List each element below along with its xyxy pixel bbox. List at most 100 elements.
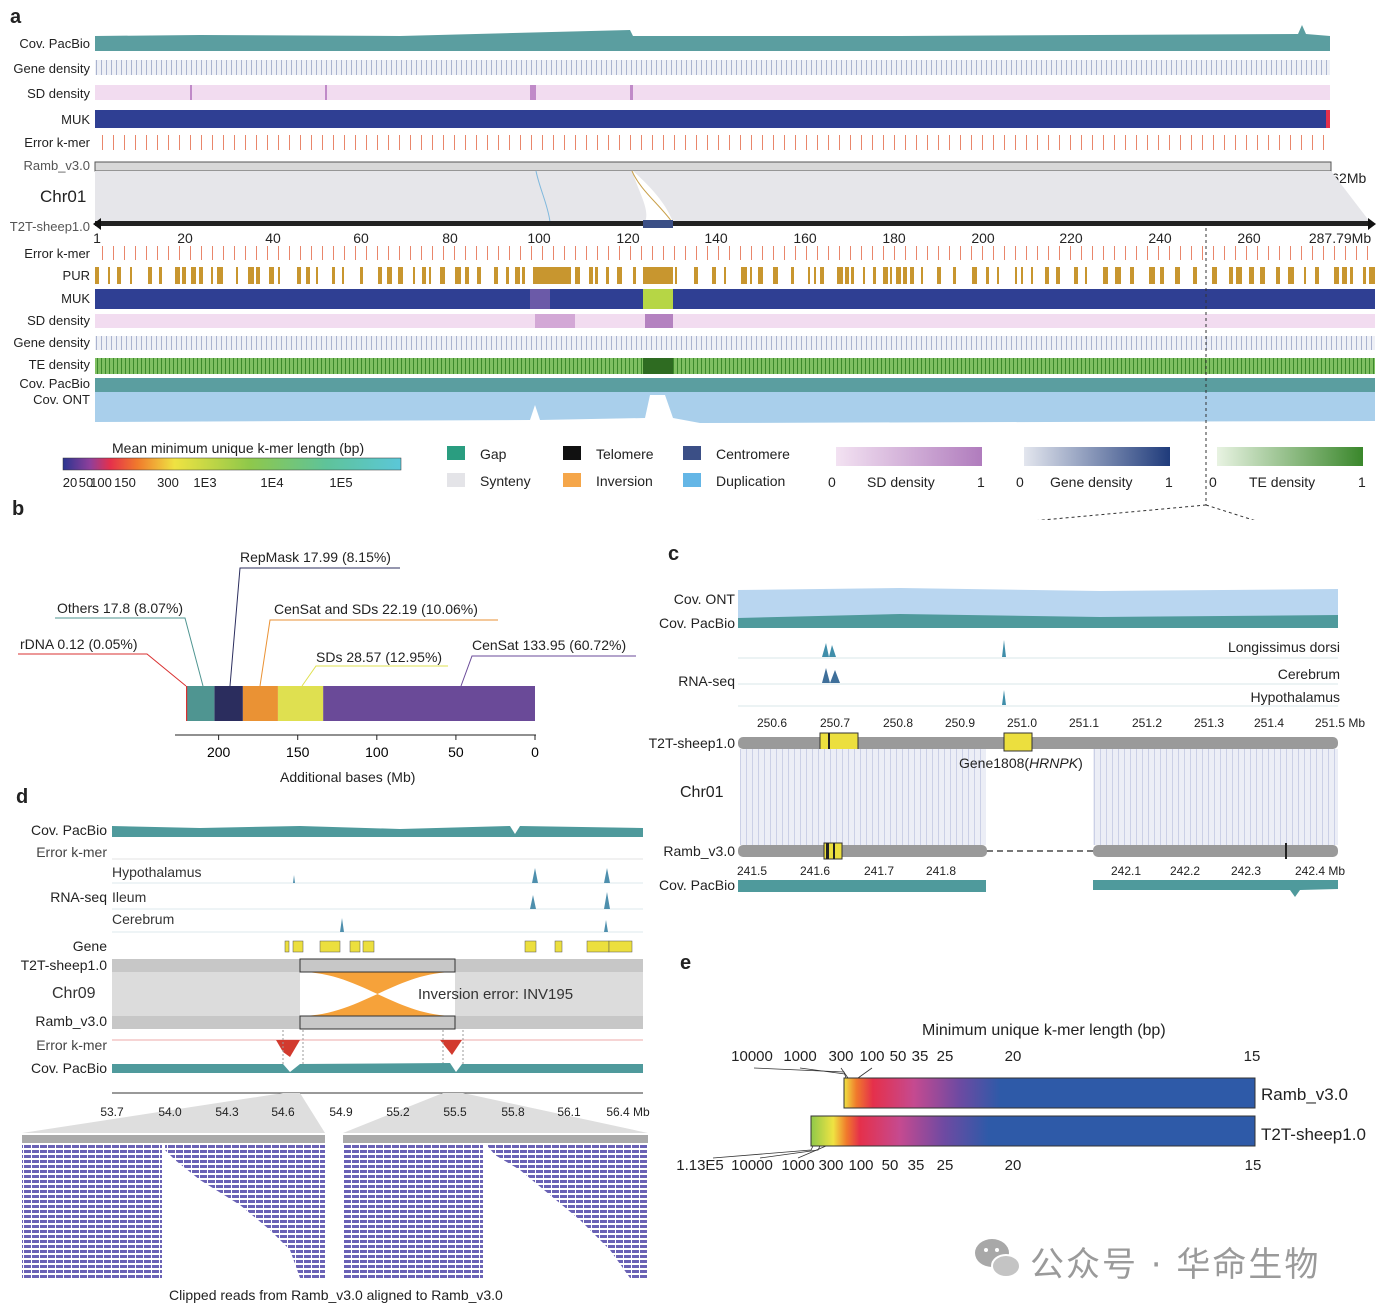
legend-synteny-label: Synteny	[480, 473, 531, 489]
te-legend-min: 0	[1209, 474, 1217, 490]
d-tick-1: 54.0	[158, 1105, 182, 1119]
pur-block	[360, 267, 363, 284]
pur-block	[883, 267, 888, 284]
c-top-tick-4: 251.0	[1006, 716, 1038, 730]
gene-legend-label: Gene density	[1050, 474, 1133, 490]
panel-d-ramb-label: Ramb_v3.0	[35, 1013, 107, 1029]
sd-legend-min: 0	[828, 474, 836, 490]
pur-block	[429, 267, 431, 284]
e-bottom-tick-1: 10000	[731, 1157, 773, 1174]
c-top-tick-6: 251.2	[1131, 716, 1163, 730]
pur-block	[1130, 267, 1134, 284]
panel-b-letter: b	[12, 498, 25, 520]
pur-block	[332, 267, 335, 284]
pur-block	[455, 267, 461, 284]
c-bottom-tick-5: 242.2	[1169, 864, 1201, 878]
colorbar-tick-5: 1E3	[193, 475, 217, 490]
legend-synteny-swatch	[447, 473, 465, 487]
pur-block	[724, 267, 726, 284]
panel-d-cov-pacbio-2: Cov. PacBio	[31, 1060, 107, 1076]
panel-c-cov-ont: Cov. ONT	[673, 591, 735, 607]
pur-block	[750, 267, 752, 284]
colorbar-tick-7: 1E5	[329, 475, 353, 490]
pur-block	[1315, 267, 1319, 284]
sd-legend-label: SD density	[867, 474, 935, 490]
b-tick-label-3: 50	[448, 744, 464, 760]
c-top-tick-5: 251.1	[1068, 716, 1100, 730]
c-top-tick-0: 250.6	[756, 716, 788, 730]
pur-block	[515, 267, 520, 284]
axis-tick-5: 100	[527, 230, 551, 246]
e-bottom-tick-4: 100	[848, 1157, 874, 1174]
track-label-te-density: TE density	[28, 357, 90, 372]
c-bottom-tick-3: 241.8	[925, 864, 957, 878]
axis-tick-9: 180	[882, 230, 906, 246]
e-bottom-tick-7: 25	[936, 1157, 954, 1174]
panel-d-t2t-label: T2T-sheep1.0	[20, 957, 107, 973]
axis-tick-6: 120	[616, 230, 640, 246]
te-legend-max: 1	[1358, 474, 1366, 490]
pur-block	[236, 267, 238, 284]
gene-legend-max: 1	[1165, 474, 1173, 490]
pur-block	[1369, 267, 1375, 284]
track-label-sd-density: SD density	[27, 86, 90, 101]
pur-block	[494, 267, 498, 284]
pur-block	[633, 267, 636, 284]
pur-block	[1363, 267, 1366, 284]
pur-block-centromere	[643, 267, 673, 284]
chrom-label: Chr01	[40, 187, 87, 206]
pur-block	[953, 267, 956, 284]
pur-block	[1074, 267, 1078, 284]
e-bottom-tick-3: 300	[818, 1157, 844, 1174]
pur-block	[675, 267, 677, 284]
pur-block	[741, 267, 747, 284]
c-bottom-tick-1: 241.6	[799, 864, 831, 878]
panel-d-letter: d	[16, 786, 29, 808]
pur-block	[1334, 267, 1339, 284]
pur-block	[440, 267, 445, 284]
legend-telomere-swatch	[563, 446, 581, 460]
pur-block	[589, 267, 593, 284]
sd-legend-max: 1	[977, 474, 985, 490]
pur-block	[413, 267, 415, 284]
bar-segment-repmask	[214, 686, 243, 721]
c-top-tick-7: 251.3	[1193, 716, 1225, 730]
axis-tick-7: 140	[704, 230, 728, 246]
legend-inversion-label: Inversion	[596, 473, 653, 489]
e-top-tick-7: 20	[1004, 1048, 1022, 1065]
pur-block	[387, 267, 392, 284]
colorbar-tick-2: 100	[90, 475, 112, 490]
e-top-tick-4: 50	[889, 1048, 907, 1065]
tissue-longissimus: Longissimus dorsi	[1227, 639, 1340, 655]
pur-block	[148, 267, 152, 284]
te-legend-label: TE density	[1249, 474, 1316, 490]
pur-block	[398, 267, 403, 284]
colorbar-title: Mean minimum unique k-mer length (bp)	[112, 440, 365, 456]
bar-segment-censat	[323, 686, 535, 721]
b-tick-label-2: 100	[365, 744, 389, 760]
annot-repmask: RepMask 17.99 (8.15%)	[240, 549, 391, 565]
pur-block	[863, 267, 865, 284]
axis-tick-11: 220	[1059, 230, 1083, 246]
pur-block	[606, 267, 609, 284]
pur-block	[465, 267, 469, 284]
pur-block	[175, 267, 180, 284]
pur-block	[890, 267, 892, 284]
pur-block	[506, 267, 509, 284]
annot-others: Others 17.8 (8.07%)	[57, 600, 184, 616]
pur-block	[1236, 267, 1242, 284]
pur-block	[1304, 267, 1306, 284]
panel-d-error-kmer: Error k-mer	[36, 844, 107, 860]
pur-block	[595, 267, 598, 284]
pur-block	[986, 267, 989, 284]
pur-block	[217, 267, 223, 284]
axis-tick-12: 240	[1148, 230, 1172, 246]
pur-block	[1085, 267, 1087, 284]
pur-block	[278, 267, 280, 284]
pur-block	[159, 267, 162, 284]
colorbar-tick-6: 1E4	[260, 475, 284, 490]
pur-block	[1260, 267, 1265, 284]
pur-block	[1115, 267, 1121, 284]
pur-block	[1175, 267, 1180, 284]
axis-tick-13: 260	[1237, 230, 1261, 246]
